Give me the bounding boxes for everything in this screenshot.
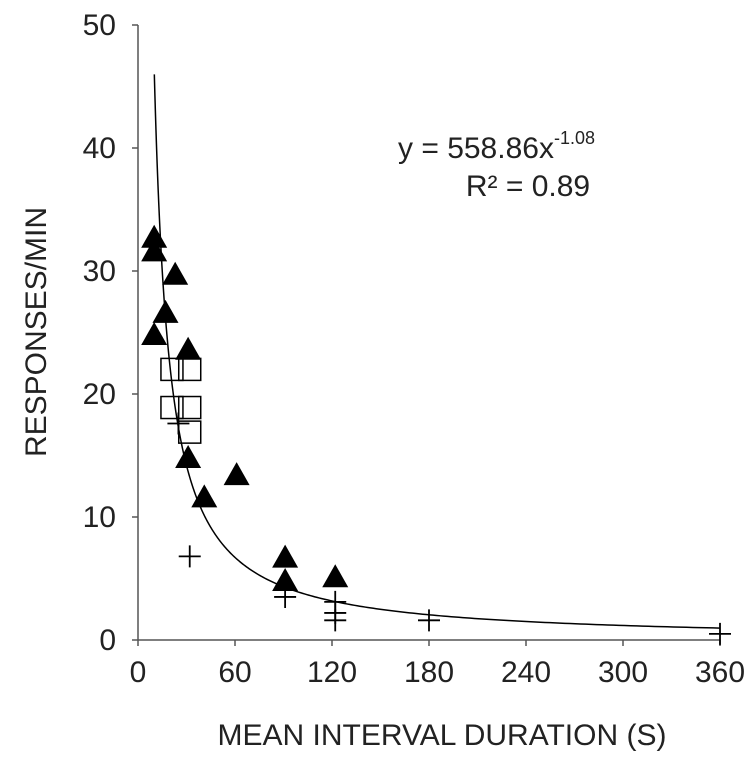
plus-point [274, 585, 297, 608]
square-point [160, 395, 184, 420]
triangle-point [162, 261, 189, 285]
y-tick-label: 10 [83, 501, 116, 534]
plus-point [418, 609, 440, 632]
x-axis-label: MEAN INTERVAL DURATION (S) [218, 719, 667, 752]
triangle-point [152, 299, 179, 323]
equation-exponent: -1.08 [554, 128, 595, 148]
triangle-point [322, 564, 349, 588]
y-tick-label: 40 [83, 132, 116, 165]
square-point [177, 395, 202, 420]
triangle-point [175, 444, 202, 468]
plus-point [709, 622, 731, 645]
x-tick-label: 300 [598, 656, 648, 689]
x-tick-label: 120 [307, 656, 357, 689]
x-tick-label: 360 [695, 656, 745, 689]
triangle-point [272, 544, 299, 568]
r-squared: R² = 0.89 [466, 170, 590, 203]
triangle-point [223, 462, 250, 486]
x-tick-label: 240 [501, 656, 551, 689]
triangle-point [141, 321, 168, 345]
x-tick-label: 0 [130, 656, 147, 689]
plus-point [324, 609, 347, 632]
triangle-point [272, 567, 299, 591]
triangle-point [191, 484, 218, 508]
y-axis-label: RESPONSES/MIN [20, 207, 53, 457]
square-point [177, 357, 202, 382]
square-point [177, 420, 202, 444]
y-tick-label: 0 [99, 624, 116, 657]
x-tick-label: 180 [404, 656, 454, 689]
equation: y = 558.86x-1.08 [398, 128, 595, 165]
equation-text: y = 558.86x [398, 132, 554, 165]
triangle-point [175, 336, 202, 360]
plus-point [167, 412, 190, 435]
y-tick-label: 50 [83, 9, 116, 42]
plus-point [178, 545, 201, 568]
trendline [153, 74, 721, 629]
triangle-point [141, 238, 168, 262]
square-point [160, 357, 184, 382]
y-tick-label: 20 [83, 378, 116, 411]
triangle-point [141, 224, 168, 248]
x-tick-label: 60 [218, 656, 251, 689]
y-tick-label: 30 [83, 255, 116, 288]
